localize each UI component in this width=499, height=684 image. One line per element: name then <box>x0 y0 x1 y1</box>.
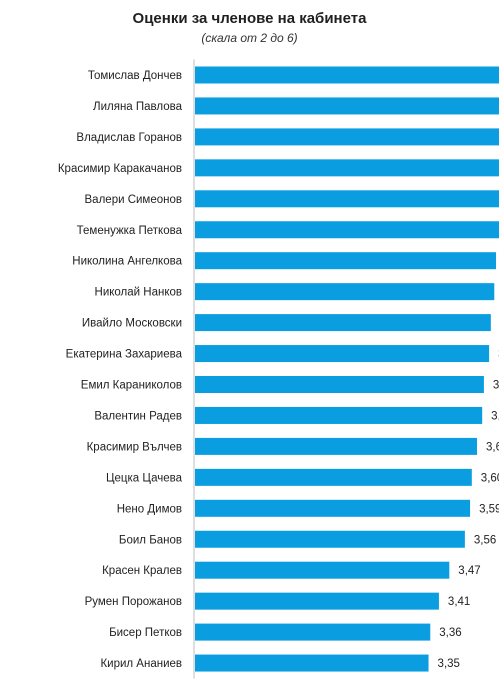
data-label: 3,67 <box>493 380 499 392</box>
category-label: Лиляна Павлова <box>93 101 183 113</box>
bar <box>195 66 499 84</box>
bar <box>195 499 471 517</box>
category-label: Нено Димов <box>117 503 182 515</box>
bar <box>195 221 499 239</box>
category-label: Красимир Вълчев <box>87 441 182 453</box>
bar <box>195 314 491 332</box>
category-label: Цецка Цачева <box>106 472 183 484</box>
bar <box>195 561 450 579</box>
data-label: 3,63 <box>486 441 499 453</box>
category-label: Николай Нанков <box>95 287 182 299</box>
category-label: Емил Караниколов <box>81 380 182 392</box>
data-label: 3,56 <box>474 534 496 546</box>
category-label: Кирил Ананиев <box>100 658 182 670</box>
bar <box>195 376 484 393</box>
data-label: 3,41 <box>448 596 470 608</box>
bar <box>195 252 497 270</box>
bar <box>195 592 439 610</box>
category-label: Бисер Петков <box>109 627 182 639</box>
bar <box>195 623 431 641</box>
category-label: Ивайло Московски <box>82 318 182 330</box>
category-label: Красен Кралев <box>102 565 182 577</box>
data-label: 3,36 <box>439 627 461 639</box>
bar <box>195 159 499 177</box>
category-label: Румен Порожанов <box>85 596 182 608</box>
chart-subtitle: (скала от 2 до 6) <box>201 31 298 45</box>
chart-title: Оценки за членове на кабинета <box>132 10 367 27</box>
category-label: Николина Ангелкова <box>72 256 182 268</box>
category-label: Красимир Каракачанов <box>58 163 182 175</box>
category-label: Томислав Дончев <box>88 70 182 82</box>
category-label: Валентин Радев <box>94 410 182 422</box>
data-label: 3,59 <box>479 503 499 515</box>
category-label: Боил Банов <box>119 534 182 546</box>
bar <box>195 128 499 146</box>
category-label: Валери Симеонов <box>85 194 182 206</box>
bar <box>195 437 477 455</box>
bar <box>195 654 429 672</box>
data-label: 3,47 <box>458 565 480 577</box>
bar <box>195 283 495 301</box>
bar <box>195 97 499 115</box>
bar <box>195 345 490 363</box>
bar <box>195 406 483 424</box>
bar <box>195 530 465 548</box>
data-label: 3,60 <box>481 472 499 484</box>
category-label: Владислав Горанов <box>76 132 182 144</box>
category-label: Теменужка Петкова <box>77 225 183 237</box>
data-label: 3,35 <box>438 658 460 670</box>
category-label: Екатерина Захариева <box>66 349 183 361</box>
data-label: 3,66 <box>491 410 499 422</box>
bar <box>195 190 499 208</box>
bar <box>195 468 472 486</box>
